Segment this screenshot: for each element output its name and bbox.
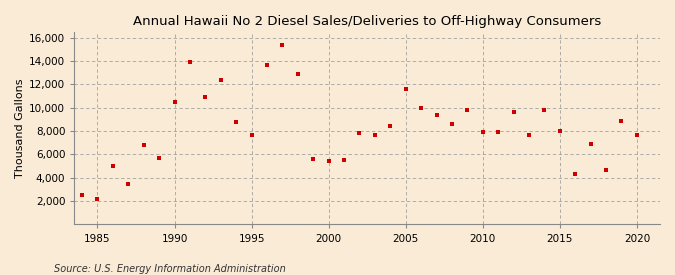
- Y-axis label: Thousand Gallons: Thousand Gallons: [15, 78, 25, 178]
- Point: [462, 108, 472, 112]
- Point: [400, 87, 411, 91]
- Point: [262, 62, 273, 67]
- Point: [554, 129, 565, 133]
- Point: [616, 119, 627, 123]
- Point: [369, 133, 380, 137]
- Point: [246, 133, 257, 137]
- Point: [107, 164, 118, 168]
- Point: [508, 110, 519, 115]
- Point: [585, 142, 596, 146]
- Point: [524, 133, 535, 137]
- Point: [539, 108, 550, 112]
- Point: [231, 120, 242, 124]
- Point: [200, 95, 211, 100]
- Point: [123, 182, 134, 186]
- Point: [277, 43, 288, 47]
- Point: [601, 167, 612, 172]
- Text: Source: U.S. Energy Information Administration: Source: U.S. Energy Information Administ…: [54, 264, 286, 274]
- Point: [447, 122, 458, 126]
- Point: [385, 124, 396, 129]
- Point: [77, 193, 88, 197]
- Point: [292, 72, 303, 76]
- Point: [308, 157, 319, 161]
- Point: [477, 130, 488, 134]
- Point: [138, 143, 149, 147]
- Point: [431, 112, 442, 117]
- Point: [632, 133, 643, 137]
- Point: [416, 106, 427, 110]
- Point: [323, 159, 334, 164]
- Point: [184, 60, 195, 64]
- Point: [169, 100, 180, 104]
- Point: [570, 172, 580, 177]
- Point: [92, 197, 103, 201]
- Point: [215, 78, 226, 82]
- Point: [354, 131, 365, 136]
- Point: [339, 158, 350, 163]
- Point: [154, 156, 165, 160]
- Point: [493, 130, 504, 134]
- Title: Annual Hawaii No 2 Diesel Sales/Deliveries to Off-Highway Consumers: Annual Hawaii No 2 Diesel Sales/Deliveri…: [133, 15, 601, 28]
